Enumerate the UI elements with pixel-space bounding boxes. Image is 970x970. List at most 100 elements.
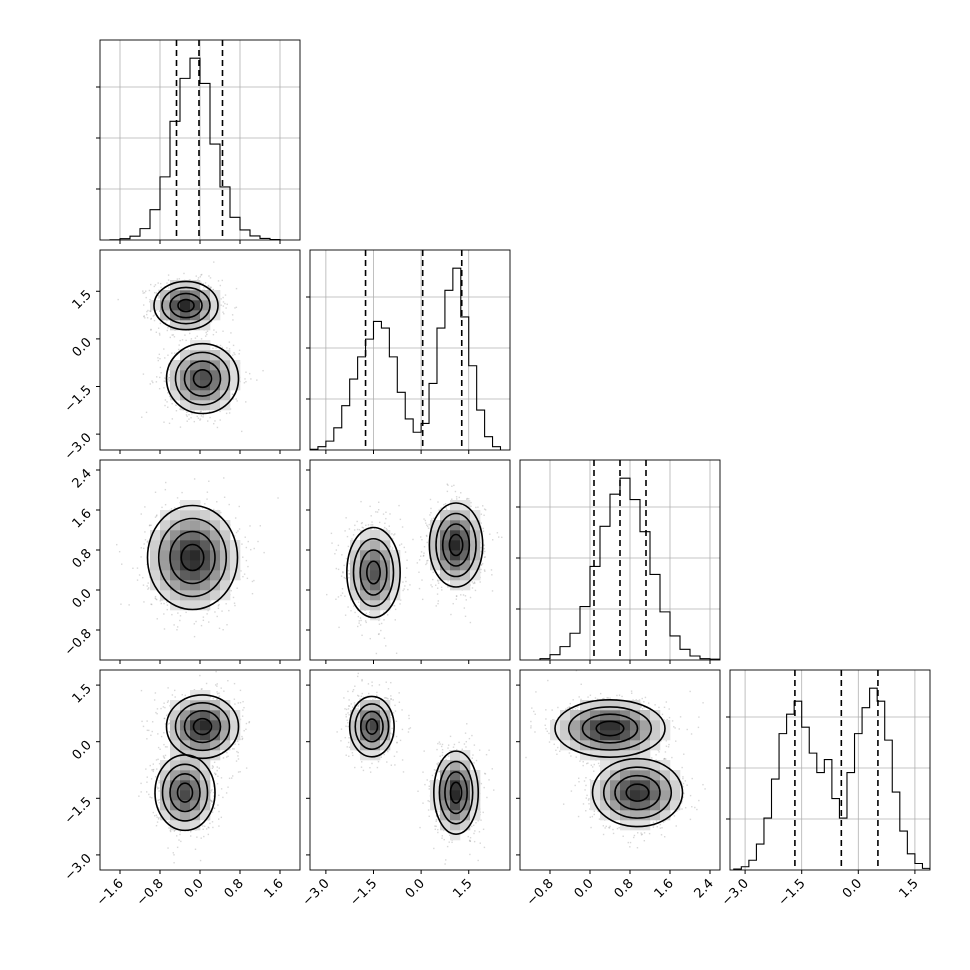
joint-content <box>138 670 251 864</box>
density-cell <box>390 570 401 581</box>
density-cell <box>150 530 161 541</box>
scatter-point <box>375 511 377 513</box>
scatter-point <box>470 505 472 508</box>
scatter-point <box>451 498 453 500</box>
scatter-point <box>179 615 182 617</box>
scatter-point <box>391 604 394 607</box>
density-cell <box>350 590 361 601</box>
scatter-point <box>452 602 454 605</box>
scatter-point <box>490 569 493 571</box>
density-cell <box>200 550 211 561</box>
scatter-point <box>166 601 168 603</box>
scatter-point <box>439 512 441 515</box>
scatter-point <box>466 498 468 500</box>
scatter-point <box>159 376 161 379</box>
scatter-point <box>358 620 360 622</box>
scatter-point <box>358 622 360 624</box>
scatter-point <box>483 547 485 550</box>
scatter-point <box>226 303 228 306</box>
scatter-point <box>167 378 169 380</box>
scatter-point <box>190 417 192 419</box>
scatter-point <box>248 721 250 724</box>
density-cell <box>430 530 441 541</box>
density-cell <box>200 510 211 521</box>
scatter-point <box>154 284 157 286</box>
scatter-point <box>456 498 458 500</box>
scatter-point <box>259 525 261 527</box>
scatter-point <box>253 579 255 582</box>
scatter-point <box>217 280 220 282</box>
scatter-point <box>233 352 235 354</box>
scatter-point <box>221 279 223 282</box>
density-cell <box>190 340 201 351</box>
scatter-point <box>466 497 468 500</box>
scatter-point <box>159 357 161 360</box>
scatter-point <box>398 544 401 546</box>
density-cell <box>160 580 171 591</box>
scatter-point <box>501 536 503 539</box>
scatter-point <box>497 536 500 538</box>
scatter-point <box>167 392 169 394</box>
scatter-point <box>196 335 198 338</box>
scatter-point <box>232 596 235 599</box>
scatter-point <box>238 353 240 355</box>
scatter-point <box>223 690 225 692</box>
density-cell <box>180 510 191 521</box>
contour-level-2 <box>359 549 388 596</box>
scatter-point <box>471 587 474 589</box>
scatter-point <box>166 375 169 377</box>
scatter-point <box>164 357 166 359</box>
scatter-point <box>234 307 236 309</box>
scatter-point <box>171 334 173 336</box>
scatter-point <box>480 563 483 566</box>
density-cell <box>430 560 441 571</box>
scatter-point <box>170 508 173 510</box>
scatter-point <box>153 285 156 288</box>
scatter-point <box>481 562 484 565</box>
scatter-point <box>142 576 144 579</box>
scatter-point <box>168 368 170 371</box>
scatter-point <box>364 620 367 622</box>
scatter-point <box>168 422 171 425</box>
scatter-point <box>420 555 422 557</box>
density-cell <box>150 560 161 571</box>
scatter-point <box>429 557 431 560</box>
scatter-point <box>183 272 185 275</box>
scatter-point <box>157 294 159 297</box>
scatter-point <box>458 496 461 499</box>
scatter-point <box>169 731 171 734</box>
density-cell <box>390 580 401 591</box>
scatter-point <box>216 693 219 695</box>
scatter-point <box>430 507 432 510</box>
density-cell <box>190 350 201 361</box>
scatter-point <box>128 604 130 606</box>
scatter-point <box>209 277 212 279</box>
scatter-point <box>233 535 236 537</box>
scatter-point <box>362 527 365 529</box>
scatter-point <box>393 534 395 536</box>
scatter-point <box>237 758 240 760</box>
scatter-point <box>334 553 336 555</box>
scatter-point <box>365 524 367 527</box>
scatter-point <box>150 283 152 286</box>
scatter-point <box>237 740 239 743</box>
scatter-point <box>256 379 258 381</box>
scatter-point <box>166 608 168 611</box>
scatter-point <box>484 509 487 511</box>
density-cell <box>210 400 221 411</box>
scatter-point <box>149 298 151 301</box>
density-cell <box>450 570 461 581</box>
density-cell <box>180 560 191 571</box>
scatter-point <box>239 771 241 773</box>
density-cell <box>200 590 211 601</box>
scatter-point <box>426 535 428 537</box>
scatter-point <box>197 279 199 281</box>
scatter-point <box>200 410 202 413</box>
scatter-point <box>238 505 240 508</box>
scatter-point <box>167 327 169 329</box>
scatter-point <box>370 524 372 526</box>
density-cell <box>220 390 231 401</box>
density-cell <box>360 560 371 571</box>
joint-content <box>117 261 264 433</box>
density-cell <box>170 560 181 571</box>
